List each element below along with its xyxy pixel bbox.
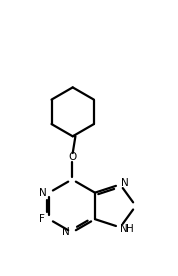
Text: N: N <box>39 188 47 198</box>
Text: N: N <box>120 224 128 234</box>
Text: N: N <box>121 178 129 188</box>
Text: F: F <box>39 214 44 224</box>
Text: O: O <box>68 152 76 162</box>
Text: H: H <box>126 224 134 234</box>
Text: N: N <box>62 227 70 237</box>
